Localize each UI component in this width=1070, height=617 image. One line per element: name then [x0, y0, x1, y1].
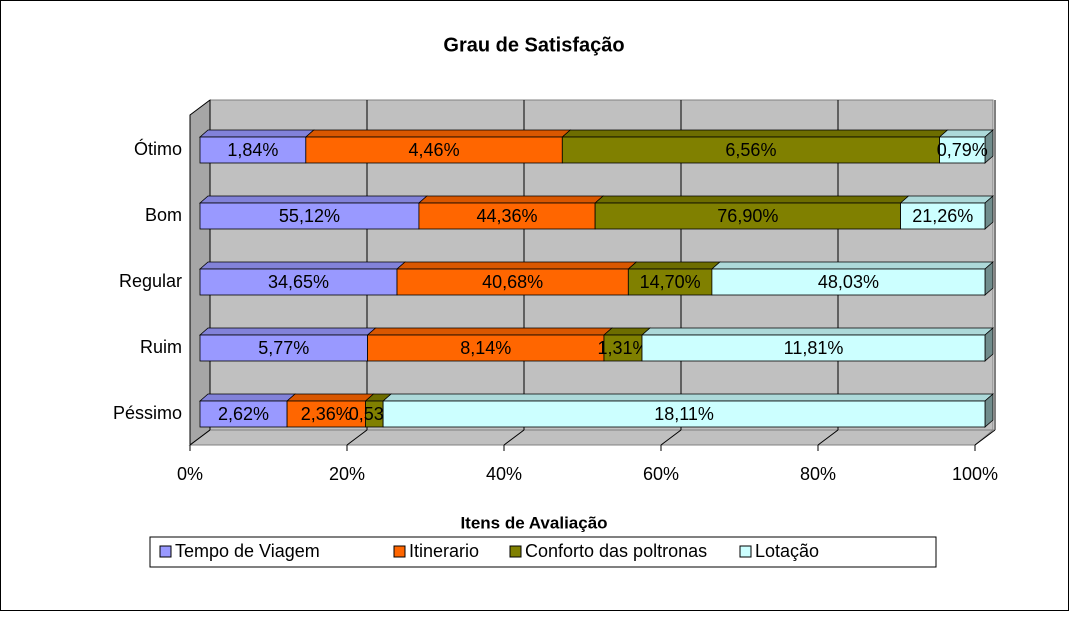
- bar: [711, 268, 986, 296]
- bar-top: [286, 393, 375, 402]
- bar: [641, 334, 986, 362]
- bar-top: [938, 129, 995, 138]
- grid-line: [817, 429, 839, 446]
- data-label: 44,36%: [476, 206, 537, 226]
- bar: [199, 268, 398, 296]
- legend-swatch: [509, 545, 522, 558]
- bar-top: [198, 393, 297, 402]
- bar-top: [382, 393, 995, 402]
- x-tick-label: 0%: [177, 464, 203, 484]
- data-label: 1,84%: [227, 140, 278, 160]
- data-label: 2,36%: [301, 404, 352, 424]
- bar: [939, 136, 986, 164]
- data-label: 14,70%: [640, 272, 701, 292]
- legend-label: Itinerario: [409, 541, 479, 561]
- data-label: 18,11%: [654, 404, 714, 424]
- bar: [199, 202, 420, 230]
- chart-title: Grau de Satisfação: [443, 34, 624, 56]
- bar-top: [395, 261, 638, 270]
- bar: [199, 400, 288, 428]
- grid-line: [346, 429, 368, 446]
- y-tick-label: Ruim: [140, 337, 182, 357]
- bar: [367, 334, 605, 362]
- data-label: 2,62%: [218, 404, 269, 424]
- legend-label: Conforto das poltronas: [525, 541, 707, 561]
- x-tick-label: 60%: [643, 464, 679, 484]
- grid-line: [189, 429, 211, 446]
- x-tick-label: 40%: [486, 464, 522, 484]
- bar: [418, 202, 596, 230]
- bar-top: [198, 327, 377, 336]
- bar: [561, 136, 940, 164]
- data-label: 4,46%: [409, 140, 460, 160]
- data-label: 6,56%: [725, 140, 776, 160]
- bar: [305, 136, 563, 164]
- legend-label: Lotação: [755, 541, 819, 561]
- bar: [900, 202, 986, 230]
- data-label: 48,03%: [818, 272, 879, 292]
- data-label: 8,14%: [460, 338, 511, 358]
- legend-swatch: [739, 545, 752, 558]
- legend-swatch: [393, 545, 406, 558]
- data-label: 21,26%: [912, 206, 973, 226]
- y-tick-label: Bom: [145, 205, 182, 225]
- bar-top: [366, 327, 614, 336]
- data-label: 0,79%: [937, 140, 988, 160]
- data-label: 55,12%: [279, 206, 340, 226]
- bar-top: [417, 195, 605, 204]
- y-tick-label: Regular: [119, 271, 182, 291]
- bar-top: [594, 195, 910, 204]
- data-label: 34,65%: [268, 272, 329, 292]
- bar-top: [198, 261, 407, 270]
- legend-box: [149, 536, 937, 568]
- bar: [603, 334, 643, 362]
- data-label: 11,81%: [784, 338, 844, 358]
- y-tick-label: Péssimo: [113, 403, 182, 423]
- grid-line: [974, 429, 996, 446]
- x-tick-label: 80%: [800, 464, 836, 484]
- data-label: 40,68%: [482, 272, 543, 292]
- grid-line: [503, 429, 525, 446]
- bar-top: [561, 129, 949, 138]
- x-tick-label: 100%: [952, 464, 998, 484]
- grid-line: [660, 429, 682, 446]
- legend-swatch: [159, 545, 172, 558]
- bar-top: [710, 261, 995, 270]
- bar-top: [627, 261, 721, 270]
- bar: [382, 400, 986, 428]
- data-label: 1,31%: [597, 338, 648, 358]
- floor: [188, 429, 995, 446]
- bar: [396, 268, 629, 296]
- legend-label: Tempo de Viagem: [175, 541, 320, 561]
- x-axis-title: Itens de Avaliação: [460, 513, 607, 532]
- bar: [199, 136, 307, 164]
- bar-top: [304, 129, 572, 138]
- y-tick-label: Ótimo: [134, 138, 182, 159]
- data-label: 5,77%: [258, 338, 309, 358]
- bar-top: [640, 327, 995, 336]
- data-label: 76,90%: [717, 206, 778, 226]
- x-tick-label: 20%: [329, 464, 365, 484]
- bar-top: [899, 195, 995, 204]
- bar-top: [198, 195, 428, 204]
- bar-top: [198, 129, 315, 138]
